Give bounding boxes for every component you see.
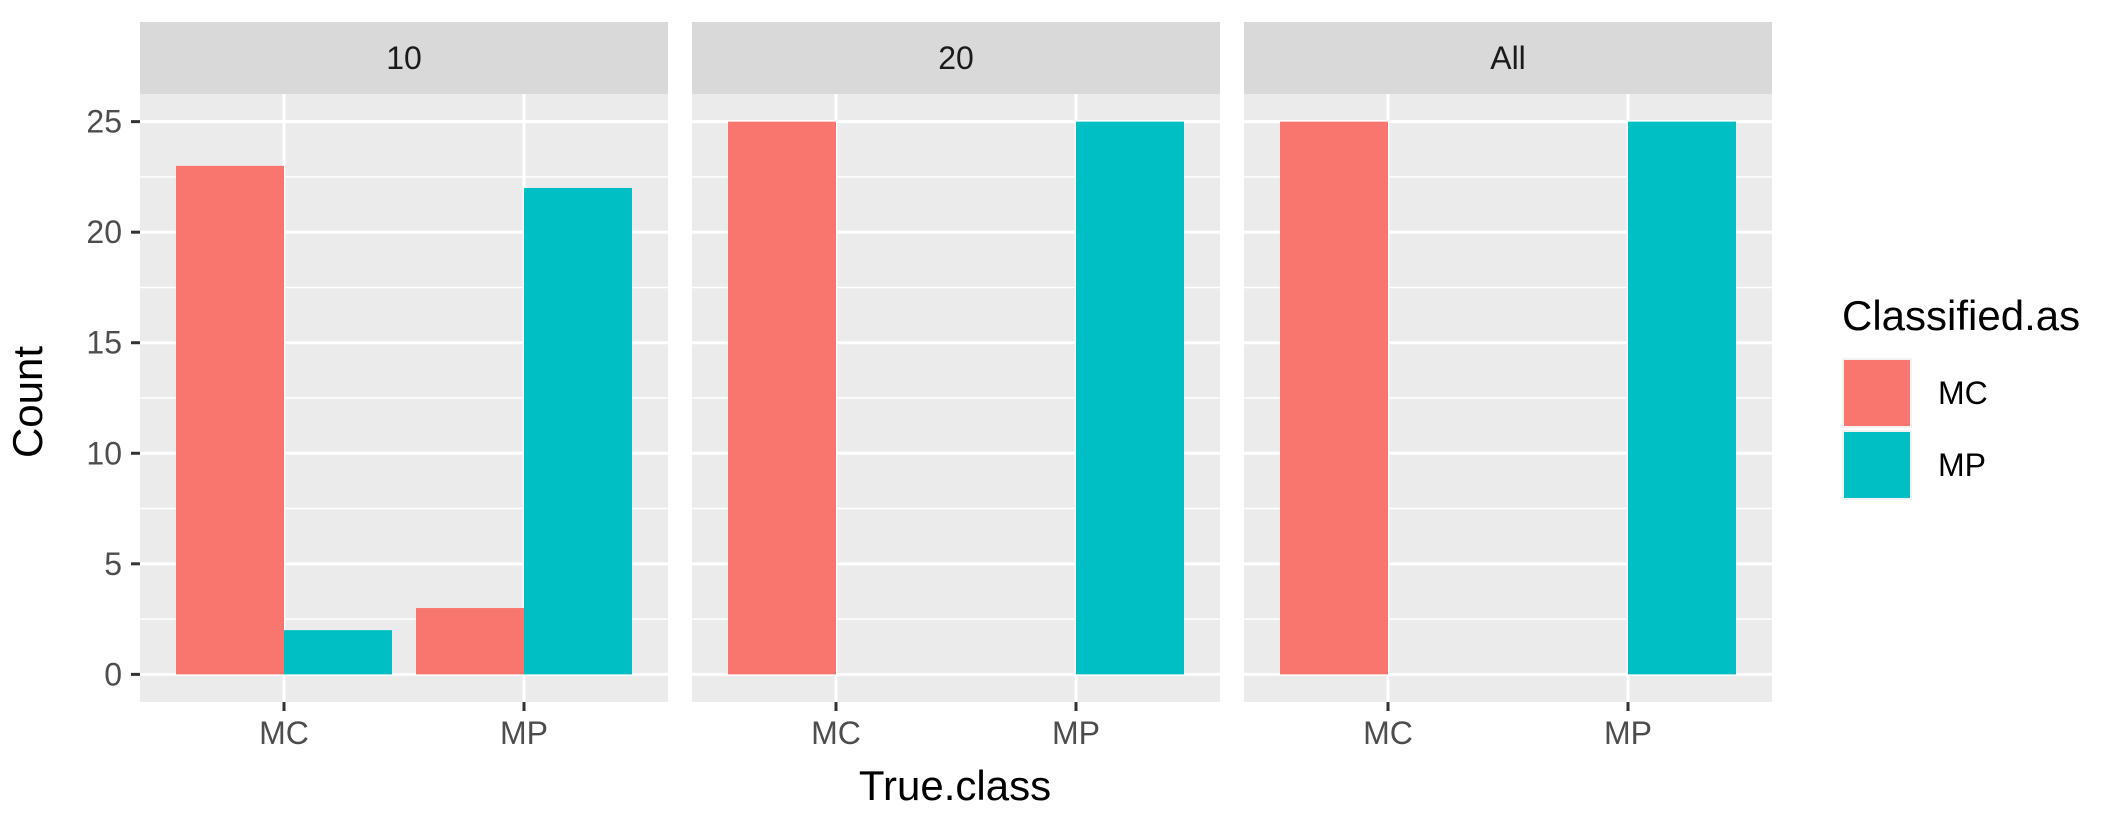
facet-strip-label: 10: [386, 40, 422, 76]
y-tick-label: 15: [86, 325, 122, 361]
legend-label-MC: MC: [1938, 375, 1988, 411]
legend-swatch-MP: [1844, 432, 1910, 498]
bar-MP-MP: [524, 187, 632, 675]
x-axis-title: True.class: [859, 762, 1051, 809]
facet-strip-label: All: [1490, 40, 1526, 76]
legend-swatch-MC: [1844, 360, 1910, 426]
y-tick-label: 25: [86, 104, 122, 140]
x-tick-label: MC: [1363, 715, 1413, 751]
bar-MP-MP: [1076, 121, 1184, 675]
legend-title: Classified.as: [1842, 292, 2080, 339]
y-tick-label: 0: [104, 656, 122, 692]
y-tick-label: 20: [86, 214, 122, 250]
facet-panel-20: 20 MC MP: [692, 22, 1220, 751]
x-tick-label: MP: [500, 715, 548, 751]
bar-MC-MC: [728, 121, 836, 675]
bar-MC-MP: [284, 630, 392, 675]
x-tick-label: MC: [259, 715, 309, 751]
legend-label-MP: MP: [1938, 447, 1986, 483]
legend: Classified.as MC MP: [1842, 292, 2080, 500]
bar-MC-MC: [176, 165, 284, 675]
facet-strip: [692, 22, 1220, 94]
bar-MC-MC: [1280, 121, 1388, 675]
facet-panels: 10 MC MP 20 MC MP All MC MP: [140, 22, 1772, 751]
facet-strip: [1244, 22, 1772, 94]
facet-strip-label: 20: [938, 40, 974, 76]
facet-panel-10: 10 MC MP: [140, 22, 668, 751]
bar-MP-MC: [416, 608, 524, 675]
x-tick-label: MP: [1604, 715, 1652, 751]
bar-MP-MP: [1628, 121, 1736, 675]
y-axis: 0 5 10 15 20 25: [86, 104, 140, 692]
x-tick-label: MP: [1052, 715, 1100, 751]
facet-panel-All: All MC MP: [1244, 22, 1772, 751]
y-tick-label: 10: [86, 435, 122, 471]
y-axis-title: Count: [4, 346, 51, 458]
y-tick-label: 5: [104, 546, 122, 582]
facet-strip: [140, 22, 668, 94]
x-tick-label: MC: [811, 715, 861, 751]
